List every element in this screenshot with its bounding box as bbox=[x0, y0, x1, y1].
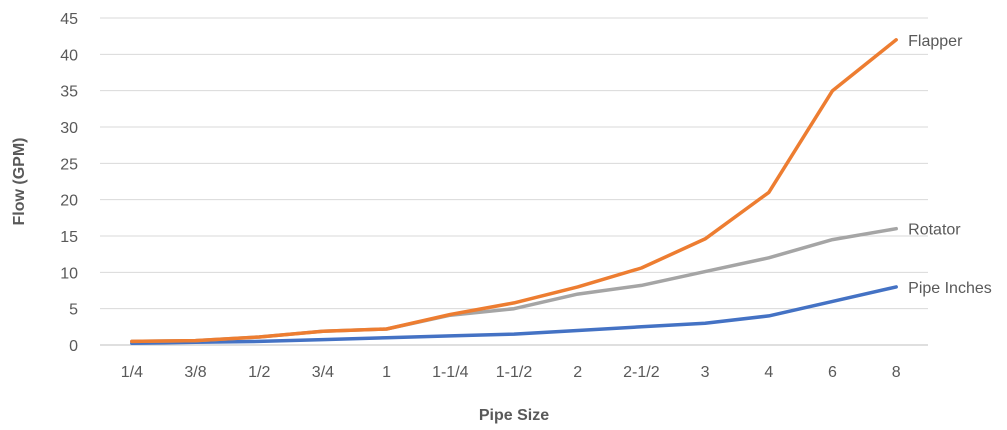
y-tick-label: 45 bbox=[60, 11, 78, 28]
y-tick-label: 15 bbox=[60, 229, 78, 246]
x-tick-label: 6 bbox=[828, 364, 837, 381]
x-tick-label: 1-1/4 bbox=[432, 364, 469, 381]
x-tick-label: 2-1/2 bbox=[623, 364, 660, 381]
y-tick-label: 5 bbox=[69, 302, 78, 319]
x-tick-label: 3/8 bbox=[184, 364, 206, 381]
x-axis-ticks: 1/4 3/8 1/2 3/4 1 1-1/4 1-1/2 2 2-1/2 3 4 6 8 bbox=[121, 364, 901, 381]
series-labels: Pipe Inches Rotator Flapper bbox=[908, 33, 992, 297]
x-tick-label: 2 bbox=[573, 364, 582, 381]
series-label-pipe-inches: Pipe Inches bbox=[908, 280, 992, 297]
series-label-flapper: Flapper bbox=[908, 33, 963, 50]
x-tick-label: 3 bbox=[701, 364, 710, 381]
x-axis-title: Pipe Size bbox=[479, 407, 549, 424]
series-line-flapper bbox=[130, 38, 898, 344]
y-tick-label: 40 bbox=[60, 47, 78, 64]
y-axis-ticks: 0 5 10 15 20 25 30 35 40 45 bbox=[60, 11, 78, 355]
x-tick-label: 1/2 bbox=[248, 364, 270, 381]
x-tick-label: 3/4 bbox=[312, 364, 334, 381]
y-tick-label: 20 bbox=[60, 193, 78, 210]
y-axis-title: Flow (GPM) bbox=[11, 138, 28, 226]
x-tick-label: 4 bbox=[764, 364, 773, 381]
y-tick-label: 25 bbox=[60, 156, 78, 173]
series-line-rotator bbox=[130, 226, 898, 344]
y-tick-label: 35 bbox=[60, 84, 78, 101]
x-tick-label: 8 bbox=[892, 364, 901, 381]
series-lines bbox=[130, 38, 898, 345]
series-line-pipe-inches bbox=[130, 285, 898, 345]
x-tick-label: 1 bbox=[382, 364, 391, 381]
y-tick-label: 10 bbox=[60, 265, 78, 282]
x-tick-label: 1/4 bbox=[121, 364, 143, 381]
series-label-rotator: Rotator bbox=[908, 222, 961, 239]
x-tick-label: 1-1/2 bbox=[496, 364, 533, 381]
y-tick-label: 0 bbox=[69, 338, 78, 355]
gridlines bbox=[100, 17, 928, 346]
y-tick-label: 30 bbox=[60, 120, 78, 137]
